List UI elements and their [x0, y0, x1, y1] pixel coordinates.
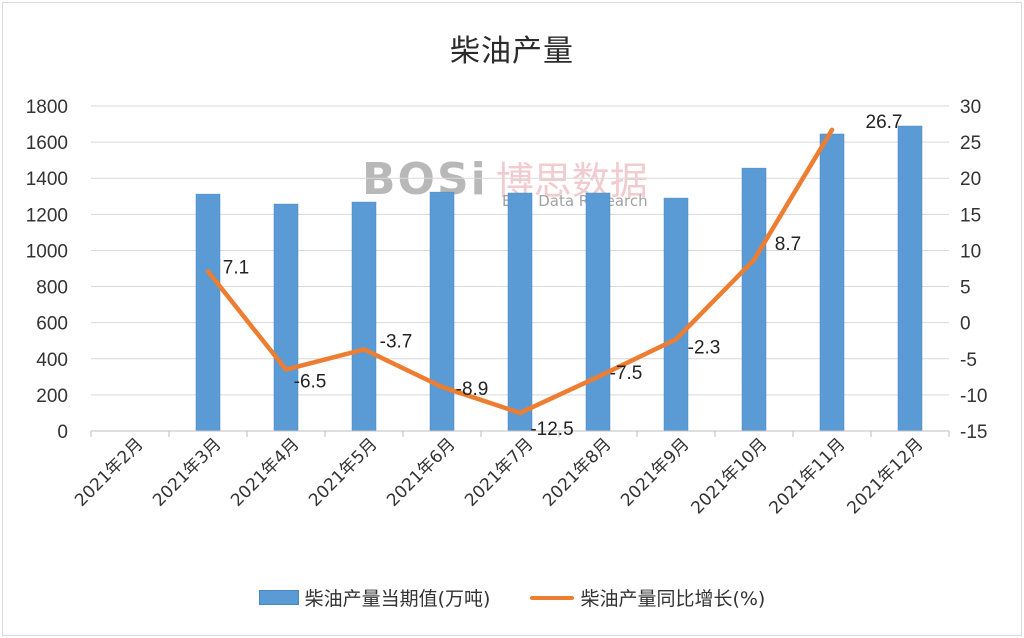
legend-bar-label: 柴油产量当期值(万吨): [304, 588, 491, 610]
x-tick-label: 2021年5月: [305, 434, 381, 510]
y-right-tick: 10: [960, 241, 981, 262]
bar-series: [195, 125, 923, 432]
bar[interactable]: [429, 191, 455, 432]
bar[interactable]: [195, 193, 221, 432]
line-data-label: -6.5: [294, 372, 327, 393]
x-tick-label: 2021年4月: [227, 434, 303, 510]
y-left-tick: 1200: [26, 205, 68, 226]
x-tick-label: 2021年11月: [765, 434, 849, 518]
line-data-label: 7.1: [223, 257, 249, 278]
y-right-tick: 5: [960, 278, 971, 299]
line-series: [205, 127, 835, 416]
y-right-tick: -10: [960, 386, 987, 407]
y-left-tick: 1400: [26, 169, 68, 190]
legend-line-label: 柴油产量同比增长(%): [580, 588, 766, 610]
y-right-tick: -5: [960, 350, 977, 371]
x-tick-label: 2021年10月: [687, 434, 771, 518]
line-data-label: -8.9: [456, 379, 489, 400]
y-right-tick: 25: [960, 133, 981, 154]
x-tick-label: 2021年12月: [843, 434, 927, 518]
bar[interactable]: [663, 197, 689, 432]
bar-swatch-icon: [258, 590, 299, 605]
line-swatch-icon: [530, 595, 575, 600]
bar[interactable]: [741, 167, 767, 432]
y-right-tick: 0: [960, 314, 971, 335]
y-axis-left: 0 200 400 600 800 1000 1200 1400 1600 1800: [26, 97, 68, 443]
y-right-tick: 30: [960, 97, 981, 118]
legend: 柴油产量当期值(万吨) 柴油产量同比增长(%): [0, 584, 1024, 611]
bar[interactable]: [507, 192, 533, 432]
bar[interactable]: [819, 133, 845, 432]
y-left-tick: 400: [36, 350, 68, 371]
x-tick-label: 2021年9月: [617, 434, 693, 510]
data-labels: 7.1 -6.5 -3.7 -8.9 -12.5 -7.5 -2.3 8.7 26.7: [223, 112, 903, 440]
bar[interactable]: [273, 203, 299, 432]
legend-item-bar[interactable]: 柴油产量当期值(万吨): [258, 584, 491, 611]
y-left-tick: 0: [57, 422, 68, 443]
legend-item-line[interactable]: 柴油产量同比增长(%): [530, 584, 765, 611]
line-data-label: 26.7: [866, 112, 903, 133]
line-data-label: -12.5: [530, 419, 573, 440]
line-data-label: -2.3: [688, 337, 721, 358]
x-tick-label: 2021年2月: [71, 434, 147, 510]
y-left-tick: 1800: [26, 97, 68, 118]
y-left-tick: 600: [36, 314, 68, 335]
line-data-label: 8.7: [775, 234, 801, 255]
y-right-tick: 15: [960, 205, 981, 226]
chart-title: 柴油产量: [450, 34, 574, 69]
y-right-tick: 20: [960, 169, 981, 190]
y-right-tick: -15: [960, 422, 987, 443]
line-data-label: -3.7: [380, 331, 413, 352]
bar[interactable]: [351, 201, 377, 432]
growth-line[interactable]: [205, 127, 835, 416]
x-tick-label: 2021年8月: [539, 434, 615, 510]
x-tick-label: 2021年3月: [149, 434, 225, 510]
x-axis: 2021年2月 2021年3月 2021年4月 2021年5月 2021年6月 2021年…: [71, 430, 950, 518]
bar[interactable]: [897, 125, 923, 432]
y-left-tick: 1000: [26, 241, 68, 262]
bar[interactable]: [585, 192, 611, 432]
y-axis-right: -15 -10 -5 0 5 10 15 20 25 30: [960, 97, 987, 443]
line-data-label: -7.5: [610, 363, 643, 384]
y-left-tick: 200: [36, 386, 68, 407]
y-left-tick: 1600: [26, 133, 68, 154]
x-tick-label: 2021年6月: [383, 434, 459, 510]
x-tick-label: 2021年7月: [461, 434, 537, 510]
y-left-tick: 800: [36, 278, 68, 299]
